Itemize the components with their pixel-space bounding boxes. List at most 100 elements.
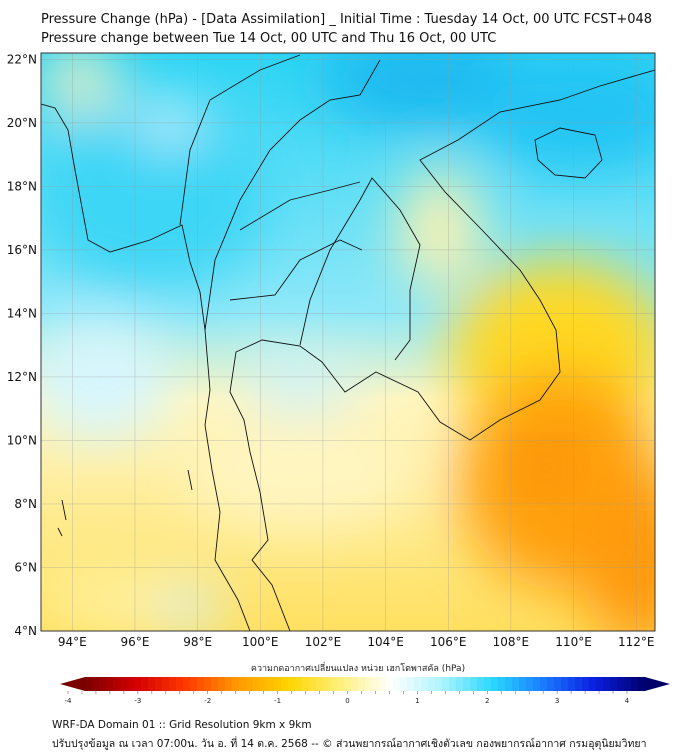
colorbar-cell <box>393 677 401 691</box>
colorbar-cell <box>617 677 625 691</box>
colorbar-cell <box>155 677 163 691</box>
colorbar-cell <box>575 677 583 691</box>
colorbar-cell <box>127 677 135 691</box>
colorbar-cell <box>281 677 289 691</box>
lon-label: 112°E <box>618 635 655 649</box>
colorbar-cell <box>92 677 100 691</box>
colorbar-tick-label: 3 <box>555 697 559 705</box>
lat-label: 20°N <box>7 116 37 130</box>
colorbar-cell <box>491 677 499 691</box>
colorbar-cell <box>414 677 422 691</box>
colorbar-cell <box>190 677 198 691</box>
colorbar-cell <box>386 677 394 691</box>
colorbar-cell <box>568 677 576 691</box>
lat-label: 18°N <box>7 179 37 193</box>
colorbar-cell <box>85 677 93 691</box>
colorbar-tick-label: 1 <box>415 697 419 705</box>
chart-title: Pressure Change (hPa) - [Data Assimilati… <box>41 12 653 27</box>
colorbar-cell <box>603 677 611 691</box>
colorbar-cell <box>589 677 597 691</box>
colorbar-cell <box>218 677 226 691</box>
lon-label: 98°E <box>183 635 212 649</box>
colorbar-cell <box>141 677 149 691</box>
lat-label: 10°N <box>7 433 37 447</box>
colorbar-cell <box>344 677 352 691</box>
colorbar-cell <box>484 677 492 691</box>
colorbar-cell <box>183 677 191 691</box>
colorbar-cell <box>267 677 275 691</box>
colorbar-cell <box>316 677 324 691</box>
colorbar-cell <box>134 677 142 691</box>
lon-label: 104°E <box>367 635 404 649</box>
colorbar-cell <box>498 677 506 691</box>
field-layer <box>41 53 655 631</box>
colorbar-cell <box>295 677 303 691</box>
colorbar-cell <box>225 677 233 691</box>
colorbar-cell <box>120 677 128 691</box>
colorbar-cell <box>421 677 429 691</box>
colorbar-cell <box>505 677 513 691</box>
colorbar-cell <box>379 677 387 691</box>
colorbar-cell <box>526 677 534 691</box>
colorbar-tick-label: -1 <box>274 697 281 705</box>
colorbar-cell <box>442 677 450 691</box>
chart-subtitle: Pressure change between Tue 14 Oct, 00 U… <box>41 31 497 46</box>
lon-label: 106°E <box>430 635 467 649</box>
coastlines <box>41 54 655 631</box>
colorbar-cell <box>554 677 562 691</box>
lon-label: 94°E <box>58 635 87 649</box>
lat-label: 12°N <box>7 370 37 384</box>
colorbar-cell <box>533 677 541 691</box>
lat-label: 8°N <box>14 497 37 511</box>
lat-label: 22°N <box>7 52 37 66</box>
lat-label: 16°N <box>7 243 37 257</box>
colorbar: -4 -3 -2 -1 0 1 2 3 4 <box>60 677 670 705</box>
colorbar-tick-label: -3 <box>134 697 141 705</box>
colorbar-cell <box>624 677 632 691</box>
colorbar-cell <box>519 677 527 691</box>
colorbar-tick-label: 0 <box>345 697 349 705</box>
lon-label: 108°E <box>493 635 530 649</box>
colorbar-cell <box>547 677 555 691</box>
colorbar-cell <box>274 677 282 691</box>
colorbar-cell <box>239 677 247 691</box>
colorbar-tick-label: -4 <box>65 697 73 705</box>
colorbar-cell <box>596 677 604 691</box>
colorbar-cell <box>463 677 471 691</box>
colorbar-cell <box>610 677 618 691</box>
colorbar-cell <box>428 677 436 691</box>
colorbar-tick-label: -2 <box>204 697 211 705</box>
colorbar-tick-label: 4 <box>625 697 630 705</box>
colorbar-cell <box>323 677 331 691</box>
lon-label: 102°E <box>305 635 342 649</box>
colorbar-extend-low <box>60 677 85 691</box>
colorbar-cell <box>470 677 478 691</box>
colorbar-cell <box>99 677 107 691</box>
colorbar-cell <box>204 677 212 691</box>
pressure-change-map: 22°N 20°N 18°N 16°N 14°N 12°N 10°N 8°N 6°N 4°N 94… <box>7 52 670 705</box>
colorbar-cell <box>197 677 205 691</box>
colorbar-cell <box>561 677 569 691</box>
lat-label: 6°N <box>14 560 37 574</box>
colorbar-cell <box>449 677 457 691</box>
colorbar-extend-high <box>645 677 670 691</box>
colorbar-cell <box>169 677 177 691</box>
colorbar-cell <box>106 677 114 691</box>
colorbar-cell <box>253 677 261 691</box>
colorbar-cell <box>176 677 184 691</box>
colorbar-cell <box>330 677 338 691</box>
colorbar-cell <box>288 677 296 691</box>
colorbar-cell <box>260 677 268 691</box>
colorbar-cell <box>113 677 121 691</box>
colorbar-title: ความกดอากาศเปลี่ยนแปลง หน่วย เฮกโตพาสคัล… <box>250 664 466 674</box>
footer-model-info: WRF-DA Domain 01 :: Grid Resolution 9km … <box>52 719 312 731</box>
colorbar-cell <box>211 677 219 691</box>
colorbar-cell <box>372 677 380 691</box>
colorbar-cell <box>512 677 520 691</box>
colorbar-cell <box>232 677 240 691</box>
colorbar-cell <box>302 677 310 691</box>
colorbar-cell <box>365 677 373 691</box>
colorbar-cell <box>638 677 646 691</box>
colorbar-cell <box>246 677 254 691</box>
lon-label: 96°E <box>121 635 150 649</box>
